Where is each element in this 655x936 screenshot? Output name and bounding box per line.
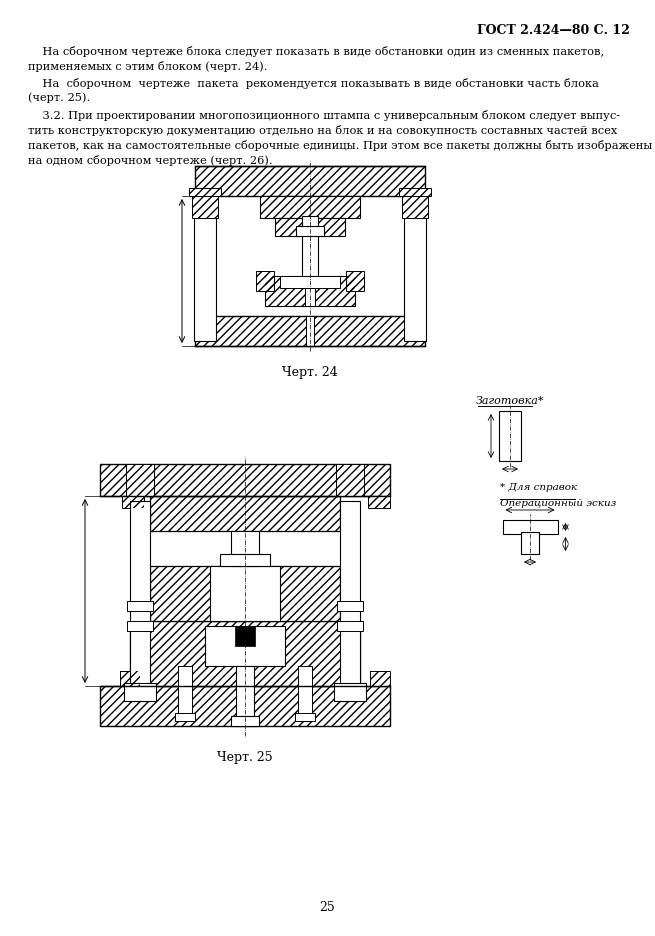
Bar — [295, 713, 315, 721]
Bar — [194, 196, 216, 341]
Bar — [346, 271, 364, 291]
Bar — [150, 496, 340, 531]
Bar — [265, 276, 355, 306]
Bar — [100, 686, 390, 726]
Bar — [150, 496, 340, 531]
Bar — [337, 621, 363, 631]
Bar — [346, 271, 364, 291]
Text: Черт. 25: Черт. 25 — [217, 751, 273, 764]
Bar — [195, 166, 425, 196]
Bar — [502, 520, 557, 534]
Bar — [260, 196, 360, 218]
Text: 25: 25 — [319, 901, 335, 914]
Bar — [334, 683, 366, 701]
Text: Черт. 24: Черт. 24 — [282, 366, 338, 379]
Bar — [127, 601, 153, 611]
Bar — [336, 464, 364, 496]
Bar — [192, 196, 218, 218]
Bar — [175, 713, 195, 721]
Bar — [235, 626, 255, 646]
Bar — [340, 501, 360, 701]
Bar — [402, 196, 428, 218]
Bar — [368, 496, 390, 508]
Bar — [305, 288, 315, 306]
Bar — [150, 566, 340, 621]
Bar — [130, 621, 360, 686]
Bar — [120, 671, 140, 686]
Bar — [275, 218, 345, 236]
Bar — [100, 686, 390, 726]
Bar — [256, 271, 274, 291]
Bar — [399, 188, 431, 196]
Bar — [100, 464, 390, 496]
Bar — [100, 464, 390, 496]
Text: На  сборочном  чертеже  пакета  рекомендуется показывать в виде обстановки часть: На сборочном чертеже пакета рекомендуетс… — [28, 78, 599, 103]
Bar — [337, 601, 363, 611]
Bar — [127, 621, 153, 631]
Bar — [368, 496, 390, 508]
Bar — [296, 226, 324, 236]
Bar — [499, 411, 521, 461]
Bar — [260, 196, 360, 218]
Bar — [122, 496, 144, 508]
Bar — [521, 532, 539, 554]
Text: На сборочном чертеже блока следует показать в виде обстановки один из сменных па: На сборочном чертеже блока следует показ… — [28, 46, 604, 72]
Text: ГОСТ 2.424—80 С. 12: ГОСТ 2.424—80 С. 12 — [477, 24, 630, 37]
Bar — [189, 188, 221, 196]
Bar — [189, 188, 221, 196]
Bar — [336, 464, 364, 496]
Bar — [192, 196, 218, 218]
Bar — [256, 271, 274, 291]
Bar — [130, 621, 360, 686]
Bar — [122, 496, 144, 508]
Bar — [178, 666, 192, 721]
Bar — [130, 501, 150, 701]
Bar — [210, 566, 280, 621]
Bar — [236, 666, 254, 726]
Text: 3.2. При проектировании многопозиционного штампа с универсальным блоком следует : 3.2. При проектировании многопозиционног… — [28, 110, 652, 167]
Text: Заготовка*: Заготовка* — [476, 396, 544, 406]
Bar — [302, 216, 318, 276]
Bar — [402, 196, 428, 218]
Bar — [265, 276, 355, 306]
Bar — [195, 316, 425, 346]
Bar — [205, 626, 285, 666]
Bar — [195, 166, 425, 196]
Bar — [306, 316, 314, 346]
Bar — [195, 316, 425, 346]
Text: Операционный эскиз: Операционный эскиз — [500, 499, 616, 508]
Bar — [150, 566, 340, 621]
Bar — [220, 554, 270, 566]
Bar — [231, 716, 259, 726]
Bar — [370, 671, 390, 686]
Bar — [298, 666, 312, 721]
Bar — [124, 683, 156, 701]
Bar — [280, 276, 340, 288]
Bar — [126, 464, 154, 496]
Bar — [231, 531, 259, 566]
Bar — [126, 464, 154, 496]
Bar — [370, 671, 390, 686]
Bar — [399, 188, 431, 196]
Bar — [404, 196, 426, 341]
Text: * Для справок: * Для справок — [500, 483, 577, 492]
Bar — [120, 671, 140, 686]
Bar — [275, 218, 345, 236]
